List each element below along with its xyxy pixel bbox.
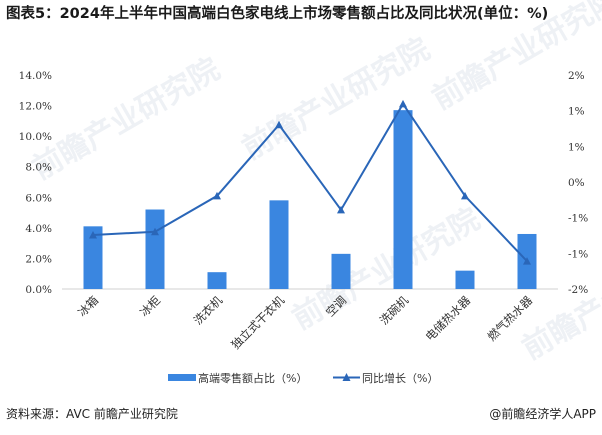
source-note: 资料来源：AVC 前瞻产业研究院 xyxy=(6,407,178,421)
legend-line-marker xyxy=(342,373,351,381)
legend-bar-swatch xyxy=(168,374,196,381)
x-axis-tick: 电储热水器 xyxy=(423,293,474,344)
right-axis-tick: 1% xyxy=(568,141,585,153)
line-marker-电储热水器 xyxy=(461,191,469,200)
line-marker-洗衣机 xyxy=(213,191,221,200)
right-axis-tick: -1% xyxy=(568,248,588,260)
x-axis-tick: 洗衣机 xyxy=(191,293,226,328)
left-axis-tick: 14.0% xyxy=(19,70,52,82)
legend-bar-label: 高端零售额占比（%） xyxy=(198,371,307,385)
right-axis-tick: -2% xyxy=(568,284,588,296)
left-axis-tick: 0.0% xyxy=(25,284,52,296)
line-series xyxy=(92,102,528,262)
x-axis-tick: 独立式干衣机 xyxy=(228,293,287,352)
chart-title: 图表5：2024年上半年中国高端白色家电线上市场零售额占比及同比状况(单位：%) xyxy=(6,6,549,22)
brand-note: @前瞻经济学人APP xyxy=(489,407,596,421)
watermark-text: 前瞻产业研究院 xyxy=(427,0,602,117)
bar-洗碗机 xyxy=(393,110,413,290)
bar-洗衣机 xyxy=(207,272,227,289)
left-axis-tick: 2.0% xyxy=(25,253,52,265)
legend-line-label: 同比增长（%） xyxy=(362,371,438,385)
line-marker-冰柜 xyxy=(151,227,159,236)
bar-冰箱 xyxy=(83,226,103,289)
left-axis-tick: 12.0% xyxy=(19,101,52,113)
left-axis-tick: 4.0% xyxy=(25,223,52,235)
right-axis-tick: 0% xyxy=(568,177,585,189)
line-marker-独立式干衣机 xyxy=(275,120,283,129)
line-marker-燃气热水器 xyxy=(523,257,531,265)
right-axis-tick: 1% xyxy=(568,106,585,118)
left-axis-tick: 10.0% xyxy=(19,131,52,143)
line-marker-洗碗机 xyxy=(399,99,407,108)
right-axis-tick: -1% xyxy=(568,213,588,225)
x-axis-tick: 洗碗机 xyxy=(377,293,412,328)
bar-空调 xyxy=(331,253,351,289)
left-axis-tick: 6.0% xyxy=(25,192,52,204)
bar-电储热水器 xyxy=(455,270,475,289)
right-axis-tick: 2% xyxy=(568,70,585,82)
left-axis-tick: 8.0% xyxy=(25,162,52,174)
watermark-text: 前瞻产业研究院 xyxy=(27,52,226,187)
bar-独立式干衣机 xyxy=(269,200,289,289)
x-axis-tick: 冰箱 xyxy=(75,293,101,319)
x-axis-tick: 冰柜 xyxy=(137,293,163,319)
bar-冰柜 xyxy=(145,209,165,289)
line-marker-空调 xyxy=(337,205,345,214)
line-marker-冰箱 xyxy=(89,230,97,239)
